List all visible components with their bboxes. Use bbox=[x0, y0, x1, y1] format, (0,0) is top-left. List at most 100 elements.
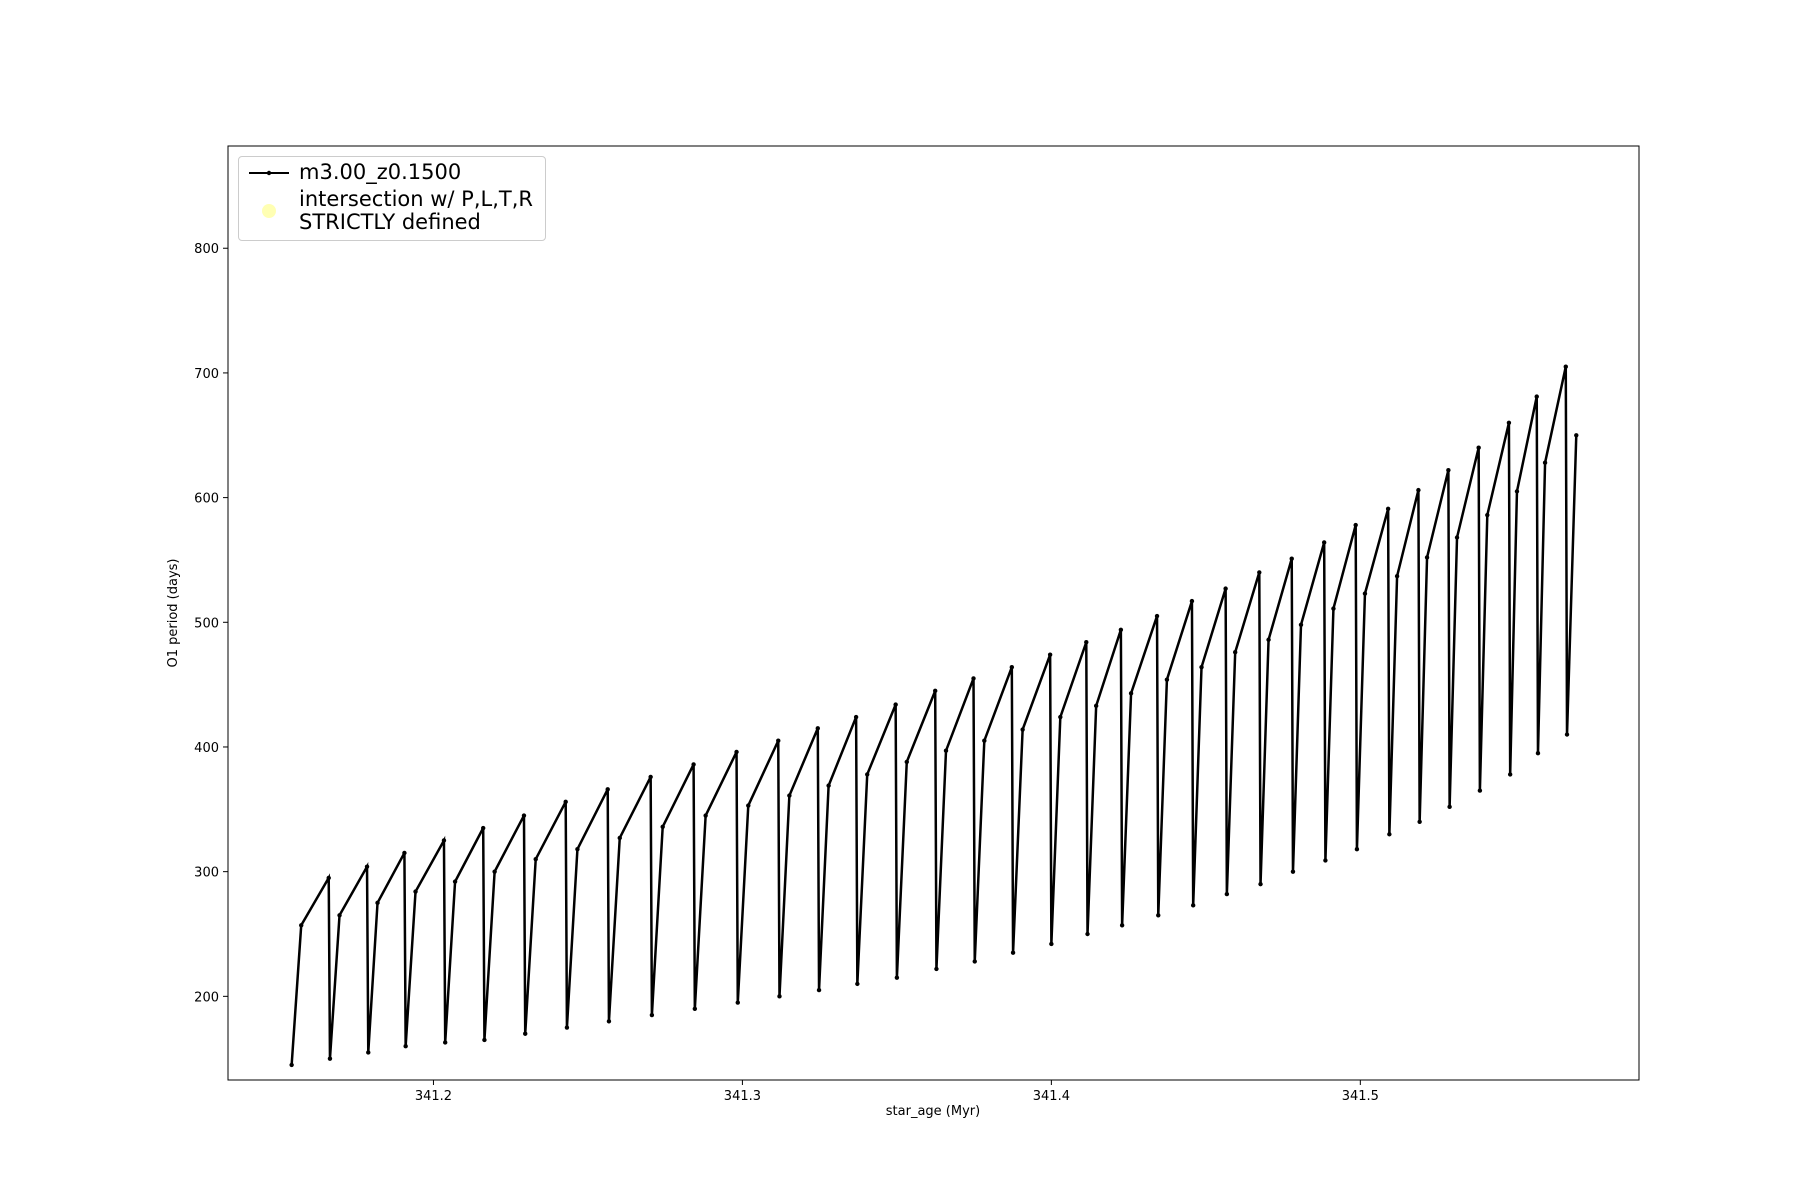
point bbox=[734, 749, 739, 755]
y-tick-label: 500 bbox=[194, 616, 219, 631]
point bbox=[776, 738, 781, 743]
point bbox=[289, 1062, 294, 1068]
point bbox=[1020, 727, 1025, 732]
point bbox=[934, 966, 939, 972]
y-tick-label: 300 bbox=[194, 866, 219, 881]
y-tick-label: 400 bbox=[194, 741, 219, 756]
point bbox=[605, 787, 610, 792]
point bbox=[691, 762, 696, 767]
point bbox=[1563, 364, 1568, 369]
legend: m3.00_z0.1500 intersection w/ P,L,T,R STR… bbox=[238, 156, 546, 241]
point bbox=[1454, 535, 1460, 540]
point bbox=[1321, 540, 1327, 545]
legend-label: m3.00_z0.1500 bbox=[299, 160, 462, 184]
series-line bbox=[290, 366, 1578, 1065]
y-tick-label: 700 bbox=[194, 367, 219, 382]
legend-label: intersection w/ P,L,T,R STRICTLY defined bbox=[299, 187, 533, 234]
point bbox=[1289, 556, 1294, 561]
point bbox=[1385, 506, 1391, 512]
point bbox=[692, 1006, 698, 1012]
point bbox=[326, 875, 331, 881]
point bbox=[533, 856, 538, 862]
point bbox=[1534, 394, 1539, 399]
point bbox=[1164, 677, 1170, 682]
point bbox=[492, 869, 497, 874]
point bbox=[893, 702, 898, 707]
point bbox=[523, 1031, 528, 1036]
point bbox=[1298, 622, 1304, 627]
point bbox=[1506, 420, 1512, 425]
point bbox=[375, 900, 380, 906]
legend-entry: m3.00_z0.1500 bbox=[239, 161, 545, 184]
legend-key bbox=[239, 163, 299, 183]
point bbox=[1223, 586, 1228, 591]
point bbox=[337, 913, 342, 918]
point bbox=[855, 981, 860, 987]
y-tick-label: 800 bbox=[194, 242, 219, 257]
point bbox=[1290, 869, 1296, 874]
point bbox=[1417, 819, 1422, 824]
point bbox=[521, 813, 527, 818]
point bbox=[972, 959, 977, 964]
point bbox=[1156, 913, 1161, 918]
point bbox=[1118, 627, 1124, 632]
point bbox=[649, 1012, 655, 1018]
y-tick-label: 200 bbox=[194, 990, 219, 1005]
point bbox=[1574, 433, 1579, 438]
point bbox=[1199, 664, 1204, 670]
point bbox=[1387, 832, 1392, 837]
point bbox=[1507, 772, 1513, 777]
point bbox=[1266, 637, 1271, 642]
point bbox=[1331, 606, 1336, 611]
legend-key bbox=[239, 201, 299, 221]
point bbox=[1535, 751, 1541, 756]
plot-area bbox=[289, 364, 1579, 1068]
point bbox=[853, 714, 859, 720]
point bbox=[1514, 489, 1520, 494]
point bbox=[1353, 522, 1358, 528]
point bbox=[1189, 598, 1195, 604]
point bbox=[904, 759, 909, 765]
legend-marker bbox=[262, 204, 276, 218]
point bbox=[1224, 891, 1230, 897]
point bbox=[1058, 714, 1063, 720]
point bbox=[299, 923, 304, 928]
point bbox=[617, 835, 622, 841]
x-tick-label: 341.5 bbox=[1342, 1089, 1379, 1104]
y-axis-label: O1 period (days) bbox=[166, 558, 181, 667]
point bbox=[1257, 570, 1262, 575]
legend-entry: intersection w/ P,L,T,R STRICTLY defined bbox=[239, 188, 545, 234]
point bbox=[1093, 703, 1099, 709]
point bbox=[943, 748, 949, 753]
point bbox=[815, 726, 820, 731]
point bbox=[1416, 487, 1421, 493]
point bbox=[894, 975, 900, 980]
point bbox=[606, 1019, 612, 1024]
point bbox=[1009, 664, 1015, 670]
point bbox=[1154, 613, 1160, 619]
point bbox=[1394, 573, 1400, 579]
point bbox=[1447, 804, 1452, 810]
point bbox=[1085, 931, 1090, 937]
point bbox=[1258, 881, 1263, 887]
point bbox=[703, 813, 708, 818]
y-tick-label: 600 bbox=[194, 492, 219, 507]
point bbox=[1047, 652, 1053, 657]
point bbox=[777, 994, 782, 999]
point bbox=[826, 783, 831, 788]
legend-marker bbox=[266, 170, 272, 175]
point bbox=[660, 824, 665, 829]
point bbox=[1190, 903, 1196, 908]
point bbox=[1049, 941, 1054, 947]
point bbox=[971, 676, 976, 681]
point bbox=[480, 825, 486, 831]
point bbox=[1128, 691, 1134, 696]
point bbox=[564, 1025, 570, 1030]
point bbox=[364, 864, 370, 869]
point bbox=[1542, 460, 1548, 465]
point bbox=[327, 1056, 333, 1061]
point bbox=[1564, 732, 1570, 737]
point bbox=[1477, 788, 1483, 793]
x-axis-label: star_age (Myr) bbox=[886, 1104, 980, 1119]
